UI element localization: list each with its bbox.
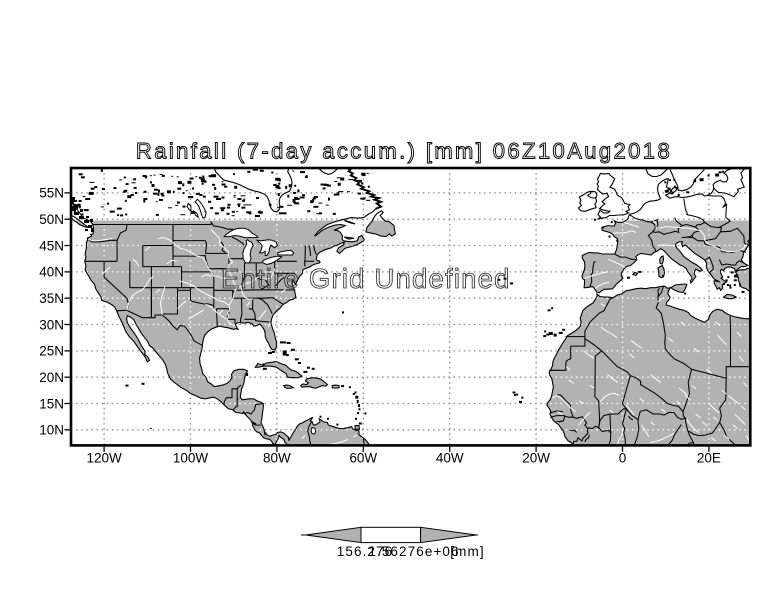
svg-text:15N: 15N xyxy=(39,396,64,411)
svg-text:20W: 20W xyxy=(522,451,550,466)
svg-text:10N: 10N xyxy=(39,423,64,438)
svg-text:25N: 25N xyxy=(39,344,64,359)
svg-text:[mm]: [mm] xyxy=(450,544,484,559)
svg-text:156.276: 156.276 xyxy=(337,544,394,559)
svg-text:60W: 60W xyxy=(349,451,377,466)
svg-text:20N: 20N xyxy=(39,370,64,385)
svg-text:Entire Grid Undefined: Entire Grid Undefined xyxy=(221,263,511,294)
svg-text:0: 0 xyxy=(619,451,627,466)
svg-text:20E: 20E xyxy=(697,451,721,466)
svg-text:Rainfall (7-day accum.) [mm] 0: Rainfall (7-day accum.) [mm] 06Z10Aug201… xyxy=(136,139,672,164)
svg-text:120W: 120W xyxy=(86,451,122,466)
svg-text:30N: 30N xyxy=(39,317,64,332)
svg-text:100W: 100W xyxy=(173,451,209,466)
svg-text:40N: 40N xyxy=(39,265,64,280)
svg-text:50N: 50N xyxy=(39,212,64,227)
svg-text:45N: 45N xyxy=(39,238,64,253)
svg-text:1.56276e+06: 1.56276e+06 xyxy=(368,544,459,559)
svg-text:40W: 40W xyxy=(436,451,464,466)
svg-text:55N: 55N xyxy=(39,186,64,201)
svg-text:35N: 35N xyxy=(39,291,64,306)
svg-text:80W: 80W xyxy=(263,451,291,466)
